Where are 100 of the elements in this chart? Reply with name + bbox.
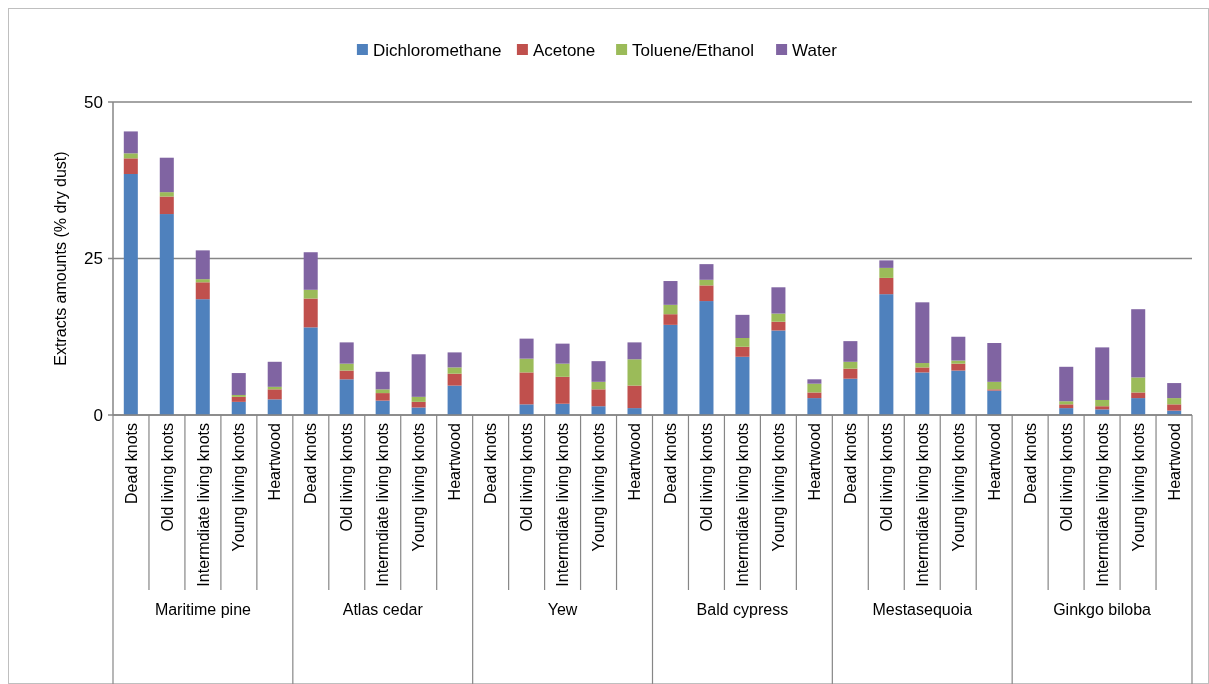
- bar: [735, 338, 750, 347]
- bar: [879, 260, 894, 268]
- bar: [411, 354, 426, 397]
- bar: [159, 196, 174, 215]
- bar: [735, 356, 750, 415]
- bar: [159, 214, 174, 415]
- bar: [123, 158, 138, 174]
- bar: [123, 173, 138, 415]
- bar: [447, 352, 462, 368]
- bar: [843, 368, 858, 379]
- bar: [159, 157, 174, 193]
- x-tick-label: Old living knots: [158, 423, 176, 532]
- bar: [699, 285, 714, 302]
- x-tick-label: Young living knots: [769, 423, 787, 552]
- bar: [771, 287, 786, 314]
- x-tick-label: Young living knots: [230, 423, 248, 552]
- bar: [411, 396, 426, 402]
- x-tick-label: Intermdiate living knots: [734, 423, 752, 587]
- text: Yew: [547, 601, 578, 618]
- bar: [519, 358, 534, 373]
- bar: [879, 277, 894, 295]
- bar: [411, 407, 426, 415]
- x-tick-label: Heartwood: [805, 423, 823, 501]
- bar: [663, 314, 678, 325]
- bar: [1059, 401, 1074, 405]
- bar: [519, 338, 534, 359]
- bar: [1131, 398, 1146, 415]
- x-tick-label: Old living knots: [1057, 423, 1075, 532]
- bar: [1131, 377, 1146, 393]
- bar: [1131, 309, 1146, 378]
- x-tick-label: Heartwood: [266, 423, 284, 501]
- x-tick-label: Dead knots: [302, 423, 320, 504]
- bar: [843, 341, 858, 362]
- bar: [1059, 404, 1074, 409]
- bar: [699, 264, 714, 280]
- x-tick-label: Dead knots: [1021, 423, 1039, 504]
- bar: [591, 381, 606, 390]
- legend-label: Water: [792, 40, 838, 60]
- bar: [987, 390, 1002, 415]
- bar: [375, 389, 390, 394]
- bar: [843, 378, 858, 415]
- bar: [339, 379, 354, 415]
- bar: [1167, 398, 1182, 405]
- x-tick-label: Dead knots: [122, 423, 140, 504]
- bar: [735, 314, 750, 338]
- bar: [339, 363, 354, 371]
- y-tick-label: 25: [84, 249, 103, 269]
- bar: [195, 279, 210, 283]
- y-axis-title: Extracts amounts (% dry dust): [52, 151, 69, 366]
- bar: [519, 404, 534, 415]
- x-tick-label: Intermdiate living knots: [374, 423, 392, 587]
- legend-label: Toluene/Ethanol: [632, 40, 755, 60]
- bar: [555, 343, 570, 364]
- bar: [123, 131, 138, 154]
- text: Bald cypress: [696, 601, 789, 618]
- bar: [915, 363, 930, 368]
- bar: [591, 389, 606, 407]
- x-tick-label: Dead knots: [482, 423, 500, 504]
- bar: [807, 383, 822, 393]
- bar: [303, 289, 318, 299]
- bar: [915, 367, 930, 373]
- text: Atlas cedar: [342, 601, 424, 618]
- bar: [339, 342, 354, 364]
- bar: [267, 361, 282, 387]
- bar: [663, 324, 678, 415]
- bar: [267, 389, 282, 400]
- bar: [1095, 347, 1110, 400]
- bar: [159, 192, 174, 197]
- bar: [951, 363, 966, 371]
- bar: [591, 361, 606, 382]
- bar: [375, 400, 390, 415]
- bar: [987, 343, 1002, 382]
- x-tick-label: Young living knots: [410, 423, 428, 552]
- bar: [807, 392, 822, 399]
- bar: [375, 393, 390, 401]
- bar: [771, 321, 786, 331]
- bar: [303, 298, 318, 328]
- bar: [231, 396, 246, 402]
- bar: [879, 294, 894, 415]
- bar: [627, 385, 642, 409]
- x-tick-label: Heartwood: [1165, 423, 1183, 501]
- bar: [447, 385, 462, 415]
- bar: [627, 342, 642, 360]
- x-tick-label: Young living knots: [949, 423, 967, 552]
- bar: [231, 401, 246, 415]
- bar: [663, 281, 678, 305]
- bar: [951, 360, 966, 364]
- bar: [1095, 406, 1110, 410]
- legend-label: Acetone: [532, 40, 596, 60]
- bar: [447, 373, 462, 386]
- bar: [1131, 392, 1146, 399]
- x-tick-label: Intermdiate living knots: [1093, 423, 1111, 587]
- bar: [771, 330, 786, 415]
- x-tick-label: Heartwood: [626, 423, 644, 501]
- x-tick-label: Heartwood: [985, 423, 1003, 501]
- bar: [735, 346, 750, 357]
- legend-label: Dichloromethane: [372, 40, 502, 60]
- x-tick-label: Heartwood: [446, 423, 464, 501]
- bar: [627, 359, 642, 386]
- bar: [807, 398, 822, 415]
